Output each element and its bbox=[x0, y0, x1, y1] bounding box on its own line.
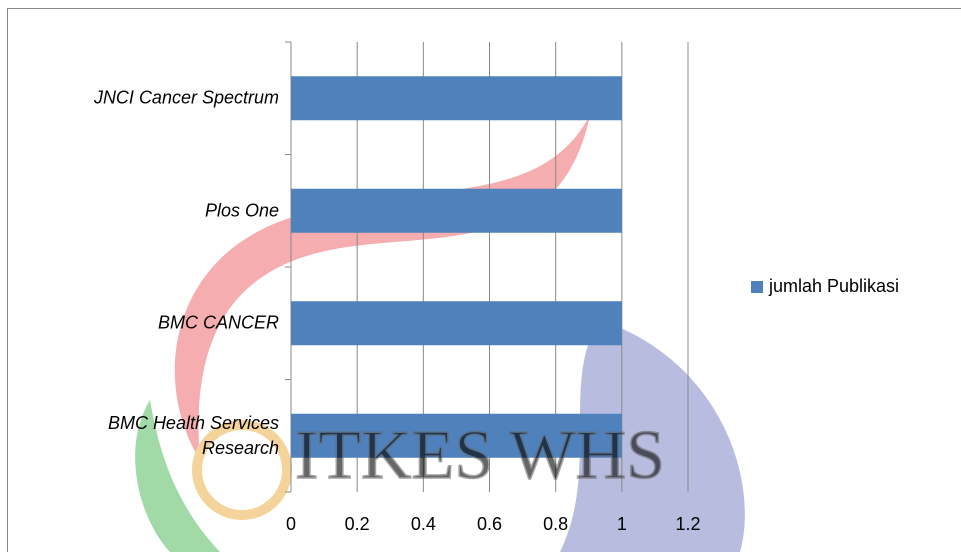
y-tick-label: Plos One bbox=[29, 198, 279, 223]
x-tick-label: 0 bbox=[286, 514, 296, 534]
legend-swatch bbox=[751, 281, 763, 293]
x-tick-label: 1 bbox=[617, 514, 627, 534]
bar bbox=[291, 301, 622, 345]
bar bbox=[291, 76, 622, 120]
y-tick-label: BMC CANCER bbox=[29, 311, 279, 336]
x-tick-label: 0.6 bbox=[477, 514, 502, 534]
watermark: ITKES WHS bbox=[295, 417, 665, 494]
bar bbox=[291, 189, 622, 233]
y-tick-label: JNCI Cancer Spectrum bbox=[29, 86, 279, 111]
x-tick-label: 0.4 bbox=[411, 514, 436, 534]
legend-label: jumlah Publikasi bbox=[768, 276, 899, 296]
chart: 0 0.2 0.4 0.6 0.8 1 1.2 jumlah Publikasi ITKES W… bbox=[0, 0, 961, 552]
x-tick-label: 1.2 bbox=[675, 514, 700, 534]
x-tick-label: 0.2 bbox=[345, 514, 370, 534]
y-tick-label: BMC Health Services Research bbox=[29, 411, 279, 461]
x-tick-label: 0.8 bbox=[543, 514, 568, 534]
chart-container: 0 0.2 0.4 0.6 0.8 1 1.2 jumlah Publikasi ITKES W… bbox=[0, 0, 961, 552]
